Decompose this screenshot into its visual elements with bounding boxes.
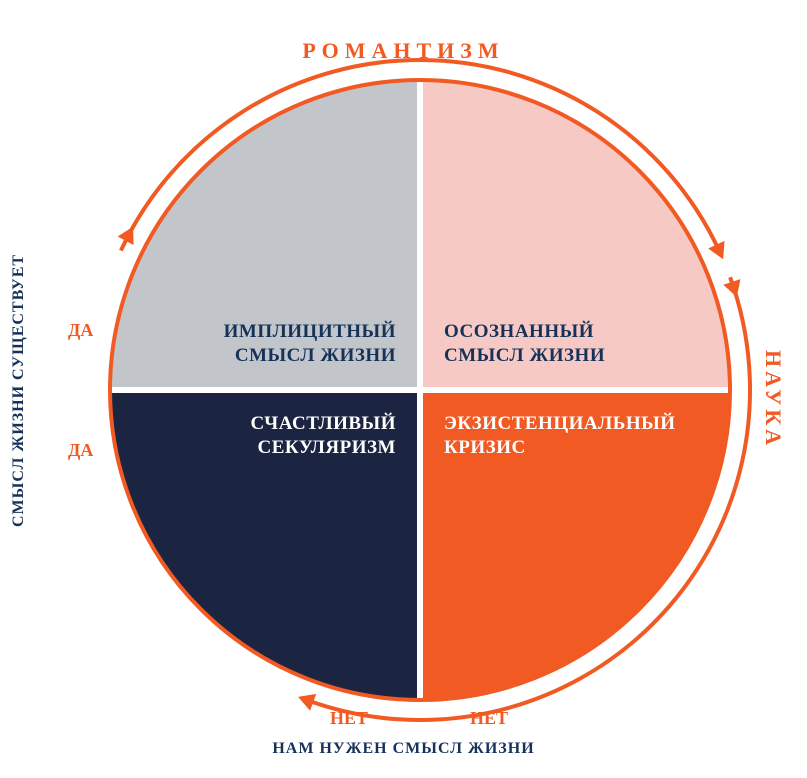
axis-left-title: СМЫСЛ ЖИЗНИ СУЩЕСТВУЕТ	[10, 230, 28, 550]
axis-right-title: НАУКА	[760, 320, 786, 480]
axis-bottom-title: НАМ НУЖЕН СМЫСЛ ЖИЗНИ	[0, 740, 807, 758]
diagram-stage: РОМАНТИЗМ СМЫСЛ ЖИЗНИ СУЩЕСТВУЕТ НАУКА Н…	[0, 0, 807, 778]
top-arc-label: РОМАНТИЗМ	[0, 38, 807, 64]
label-quadrant-top-left: ИМПЛИЦИТНЫЙСМЫСЛ ЖИЗНИ	[156, 320, 396, 368]
label-quadrant-bottom-left: СЧАСТЛИВЫЙСЕКУЛЯРИЗМ	[156, 412, 396, 460]
label-quadrant-top-right: ОСОЗНАННЫЙСМЫСЛ ЖИЗНИ	[444, 320, 684, 368]
tick-bottom-right: НЕТ	[470, 708, 508, 729]
tick-left-top: ДА	[68, 320, 93, 341]
quadrant-chart	[0, 0, 807, 778]
label-quadrant-bottom-right: ЭКЗИСТЕНЦИАЛЬНЫЙКРИЗИС	[444, 412, 684, 460]
tick-bottom-left: НЕТ	[330, 708, 368, 729]
tick-left-bottom: ДА	[68, 440, 93, 461]
